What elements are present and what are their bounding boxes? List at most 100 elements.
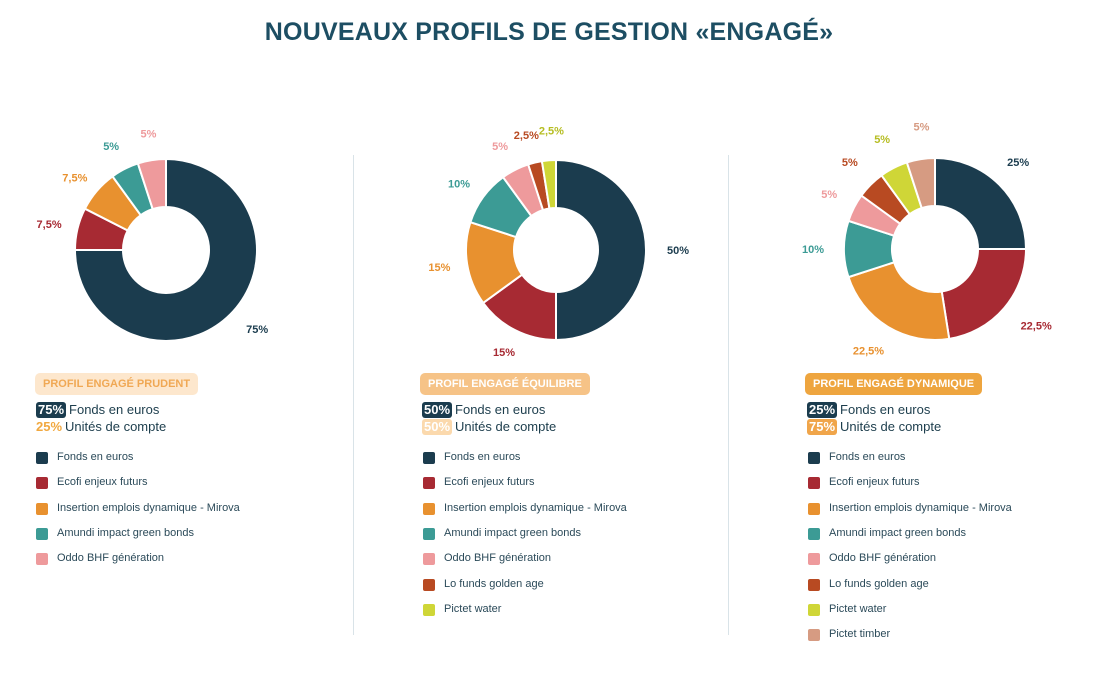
allocation-percent: 75% <box>807 419 838 435</box>
legend-swatch <box>423 553 435 566</box>
slice-data-label: 75% <box>246 324 268 336</box>
profile-panel-equilibre: 50% 15% 15% 10% 5% 2,5% 2,5% PROFIL ENGAGÉ ÉQUI… <box>370 0 740 686</box>
donut-slice-fonds-en-euros <box>555 158 647 342</box>
legend-swatch <box>36 502 48 515</box>
legend-label: Ecofi enjeux futurs <box>57 476 148 489</box>
slice-data-label: 22,5% <box>1021 321 1052 333</box>
legend-swatch <box>808 578 820 591</box>
legend-label: Pictet timber <box>829 628 891 641</box>
allocation-label: Unités de compte <box>455 419 557 434</box>
allocation-summary: 50% Fonds en euros 50% Unités de compte <box>422 402 556 436</box>
legend-label: Ecofi enjeux futurs <box>444 476 535 489</box>
legend-label: Amundi impact green bonds <box>829 526 966 539</box>
slice-data-label: 22,5% <box>853 345 884 357</box>
legend-label: Oddo BHF génération <box>57 552 165 565</box>
allocation-percent: 25% <box>36 419 63 434</box>
legend-swatch <box>423 452 435 464</box>
profile-badge: PROFIL ENGAGÉ DYNAMIQUE <box>805 373 983 395</box>
slice-data-label: 10% <box>448 178 470 190</box>
legend-swatch <box>423 578 435 591</box>
legend-swatch <box>423 603 435 616</box>
legend-label: Lo funds golden age <box>444 577 544 590</box>
slice-data-label: 5% <box>914 121 930 133</box>
column-divider <box>728 155 729 635</box>
allocation-row: 75% Unités de compte <box>807 419 941 436</box>
legend-swatch <box>808 629 820 642</box>
donut-slice-fonds-en-euros <box>73 157 258 342</box>
profile-badge: PROFIL ENGAGÉ PRUDENT <box>35 373 199 395</box>
profile-panel-prudent: 75% 7,5% 7,5% 5% 5% PROFIL ENGAGÉ PRUDENT 75% F… <box>0 0 370 686</box>
legend-label: Lo funds golden age <box>829 577 929 590</box>
legend-swatch <box>808 603 820 616</box>
legend-swatch <box>808 527 820 540</box>
legend-swatch <box>36 477 48 490</box>
legend-label: Insertion emplois dynamique - Mirova <box>444 501 627 514</box>
legend-swatch <box>36 527 48 540</box>
allocation-summary: 25% Fonds en euros 75% Unités de compte <box>807 402 941 436</box>
slice-data-label: 25% <box>1007 157 1029 169</box>
slice-data-label: 50% <box>667 245 689 257</box>
allocation-label: Unités de compte <box>840 419 942 434</box>
allocation-row: 25% Unités de compte <box>36 419 166 436</box>
legend-label: Amundi impact green bonds <box>444 526 581 539</box>
donut-slice-insertion-emplois-dynamique-mirova <box>847 261 951 341</box>
legend-label: Pictet water <box>829 602 887 615</box>
legend-swatch <box>808 502 820 515</box>
donut-slice-fonds-en-euros <box>934 156 1028 250</box>
slice-data-label: 15% <box>428 262 450 274</box>
donut-chart-equilibre: 50% 15% 15% 10% 5% 2,5% 2,5% <box>428 125 689 359</box>
donut-slice-ecofi-enjeux-futurs <box>940 248 1028 341</box>
legend-label: Insertion emplois dynamique - Mirova <box>829 501 1012 514</box>
allocation-label: Fonds en euros <box>840 402 931 417</box>
slice-data-label: 5% <box>492 141 508 153</box>
donut-slice-pictet-timber <box>905 156 936 210</box>
allocation-row: 50% Fonds en euros <box>422 402 556 419</box>
legend-swatch <box>423 527 435 540</box>
donut-chart-dynamique: 25% 22,5% 22,5% 10% 5% 5% 5% 5% <box>802 121 1052 357</box>
column-divider <box>353 155 354 635</box>
allocation-percent: 50% <box>422 402 453 418</box>
profile-panel-dynamique: 25% 22,5% 22,5% 10% 5% 5% 5% 5% PROFIL ENGAGÉ DY… <box>745 0 1098 686</box>
legend-label: Fonds en euros <box>444 451 521 463</box>
allocation-row: 75% Fonds en euros <box>36 402 166 419</box>
allocation-summary: 75% Fonds en euros 25% Unités de compte <box>36 402 166 436</box>
profile-badge: PROFIL ENGAGÉ ÉQUILIBRE <box>420 373 590 395</box>
slice-data-label: 15% <box>493 347 515 359</box>
slice-data-label: 5% <box>103 141 119 153</box>
slice-data-label: 10% <box>802 244 824 256</box>
legend-label: Amundi impact green bonds <box>57 526 194 539</box>
legend-label: Oddo BHF génération <box>444 552 552 565</box>
allocation-percent: 50% <box>422 419 453 435</box>
legend-swatch <box>36 452 48 464</box>
legend-swatch <box>423 502 435 515</box>
legend-label: Insertion emplois dynamique - Mirova <box>57 501 240 514</box>
slice-data-label: 2,5% <box>514 130 539 142</box>
legend-label: Oddo BHF génération <box>829 552 937 565</box>
allocation-row: 50% Unités de compte <box>422 419 556 436</box>
slice-data-label: 5% <box>821 189 837 201</box>
legend-swatch <box>423 477 435 490</box>
slice-data-label: 5% <box>842 157 858 169</box>
legend-swatch <box>808 452 820 464</box>
slice-data-label: 5% <box>874 134 890 146</box>
allocation-percent: 25% <box>807 402 838 418</box>
slice-data-label: 7,5% <box>37 219 62 231</box>
legend-swatch <box>808 477 820 490</box>
allocation-label: Unités de compte <box>65 419 167 434</box>
legend-label: Fonds en euros <box>829 451 906 463</box>
legend-label: Pictet water <box>444 602 502 615</box>
allocation-label: Fonds en euros <box>69 402 160 417</box>
page-title: NOUVEAUX PROFILS DE GESTION «ENGAGÉ» <box>264 18 834 46</box>
legend-label: Fonds en euros <box>57 451 134 463</box>
donut-chart-prudent: 75% 7,5% 7,5% 5% 5% <box>37 128 268 342</box>
allocation-percent: 75% <box>36 402 67 418</box>
allocation-label: Fonds en euros <box>455 402 546 417</box>
legend-swatch <box>36 553 48 566</box>
allocation-row: 25% Fonds en euros <box>807 402 941 419</box>
donut-slice-pictet-water <box>540 158 557 210</box>
slice-data-label: 7,5% <box>62 172 87 184</box>
slice-data-label: 5% <box>141 128 157 140</box>
slice-data-label: 2,5% <box>539 125 564 137</box>
donut-slice-oddo-bhf-generation <box>136 157 167 211</box>
legend-swatch <box>808 553 820 566</box>
